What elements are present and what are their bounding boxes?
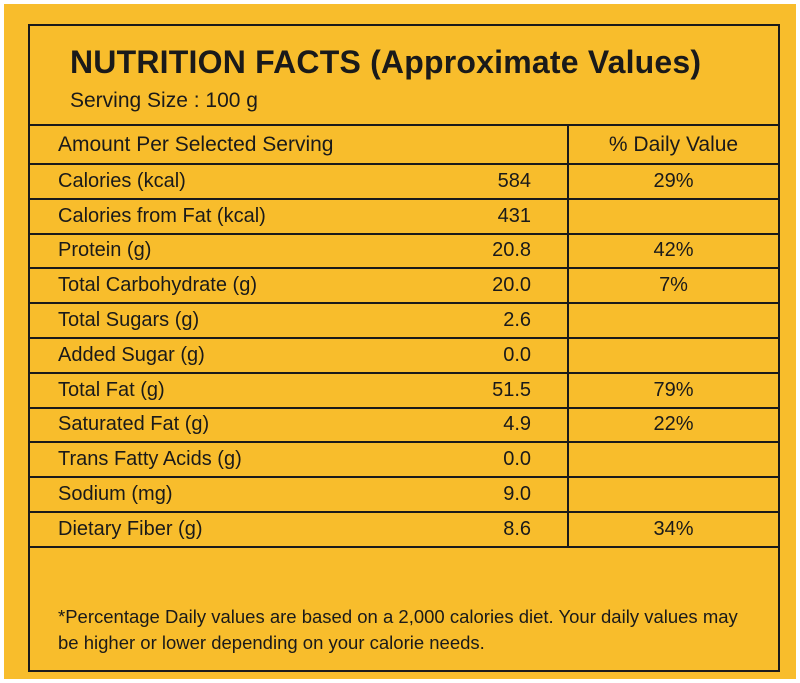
nutrient-daily-value: 22%	[567, 406, 779, 444]
table-row: Total Sugars (g) 2.6	[30, 302, 779, 339]
table-row: Protein (g) 20.8 42%	[30, 232, 779, 270]
nutrient-daily-value	[567, 302, 779, 339]
nutrient-daily-value: 29%	[567, 163, 779, 200]
nutrient-name: Added Sugar (g)	[30, 336, 444, 374]
nutrient-amount: 0.0	[444, 336, 570, 374]
serving-size: Serving Size : 100 g	[70, 89, 258, 112]
table-row: Added Sugar (g) 0.0	[30, 336, 779, 374]
table-row: Calories from Fat (kcal) 431	[30, 197, 779, 235]
nutrient-amount: 431	[444, 197, 570, 235]
nutrient-daily-value: 42%	[567, 232, 779, 270]
table-row: Saturated Fat (g) 4.9 22%	[30, 406, 779, 444]
header-daily-value: % Daily Value	[567, 126, 779, 165]
nutrient-name: Sodium (mg)	[30, 476, 444, 513]
header: NUTRITION FACTS (Approximate Values) Ser…	[30, 26, 778, 126]
nutrient-amount: 4.9	[444, 406, 570, 444]
nutrient-name: Total Carbohydrate (g)	[30, 267, 444, 305]
table-row: Sodium (mg) 9.0	[30, 476, 779, 513]
nutrition-panel: NUTRITION FACTS (Approximate Values) Ser…	[4, 4, 796, 679]
nutrient-daily-value	[567, 476, 779, 513]
nutrient-amount: 2.6	[444, 302, 570, 339]
nutrient-amount: 0.0	[444, 441, 570, 479]
footnote: *Percentage Daily values are based on a …	[58, 606, 738, 653]
nutrient-amount: 51.5	[444, 371, 570, 409]
nutrient-daily-value: 7%	[567, 267, 779, 305]
nutrition-frame: NUTRITION FACTS (Approximate Values) Ser…	[28, 24, 780, 672]
table-row: Calories (kcal) 584 29%	[30, 163, 779, 200]
nutrient-amount: 8.6	[444, 510, 570, 548]
table-row: Total Fat (g) 51.5 79%	[30, 371, 779, 409]
nutrition-table: Amount Per Selected Serving % Daily Valu…	[30, 126, 779, 548]
nutrient-daily-value	[567, 441, 779, 479]
nutrient-daily-value: 34%	[567, 510, 779, 548]
nutrient-name: Dietary Fiber (g)	[30, 510, 444, 548]
nutrient-name: Calories from Fat (kcal)	[30, 197, 444, 235]
nutrient-amount: 20.0	[444, 267, 570, 305]
nutrient-name: Trans Fatty Acids (g)	[30, 441, 444, 479]
table-row: Total Carbohydrate (g) 20.0 7%	[30, 267, 779, 305]
table-header-row: Amount Per Selected Serving % Daily Valu…	[30, 126, 779, 165]
nutrient-name: Protein (g)	[30, 232, 444, 270]
nutrient-amount: 20.8	[444, 232, 570, 270]
nutrient-daily-value	[567, 197, 779, 235]
table-row: Dietary Fiber (g) 8.6 34%	[30, 510, 779, 548]
header-amount-label: Amount Per Selected Serving	[30, 126, 570, 165]
table-row: Trans Fatty Acids (g) 0.0	[30, 441, 779, 479]
nutrient-daily-value: 79%	[567, 371, 779, 409]
page-title: NUTRITION FACTS (Approximate Values)	[70, 44, 702, 80]
nutrient-name: Calories (kcal)	[30, 163, 444, 200]
nutrient-name: Saturated Fat (g)	[30, 406, 444, 444]
nutrient-amount: 9.0	[444, 476, 570, 513]
nutrient-name: Total Fat (g)	[30, 371, 444, 409]
nutrient-name: Total Sugars (g)	[30, 302, 444, 339]
nutrient-daily-value	[567, 336, 779, 374]
nutrient-amount: 584	[444, 163, 570, 200]
